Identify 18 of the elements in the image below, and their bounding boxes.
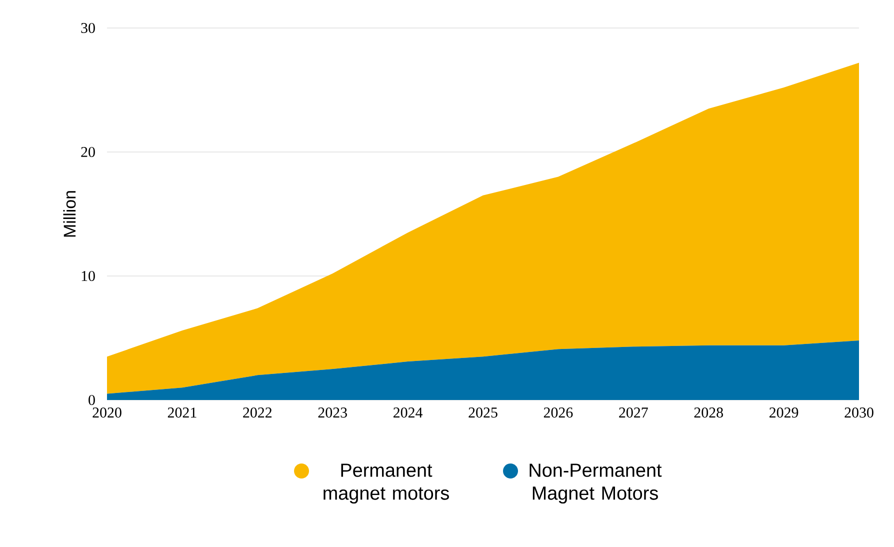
y-axis-title: Million: [63, 191, 76, 237]
x-tick-label: 2022: [243, 408, 272, 418]
y-tick-label: 10: [82, 270, 95, 282]
x-tick-label: 2020: [92, 408, 122, 418]
y-tick-label: 30: [81, 22, 95, 34]
x-tick-label: 2025: [468, 408, 498, 418]
x-tick-label: 2023: [318, 408, 347, 418]
legend-label: Permanent magnet motors: [324, 464, 449, 504]
legend-label: Non-Permanent Magnet Motors: [530, 464, 662, 504]
y-tick-label: 20: [81, 146, 95, 158]
x-tick-label: 2026: [544, 408, 573, 418]
x-tick-label: 2028: [694, 408, 723, 418]
x-tick-label: 2027: [619, 408, 648, 418]
x-tick-label: 2030: [844, 408, 874, 418]
x-tick-label: 2021: [168, 408, 196, 418]
x-tick-label: 2024: [394, 408, 423, 418]
x-tick-label: 2029: [770, 408, 798, 418]
y-tick-label: 0: [88, 394, 95, 406]
